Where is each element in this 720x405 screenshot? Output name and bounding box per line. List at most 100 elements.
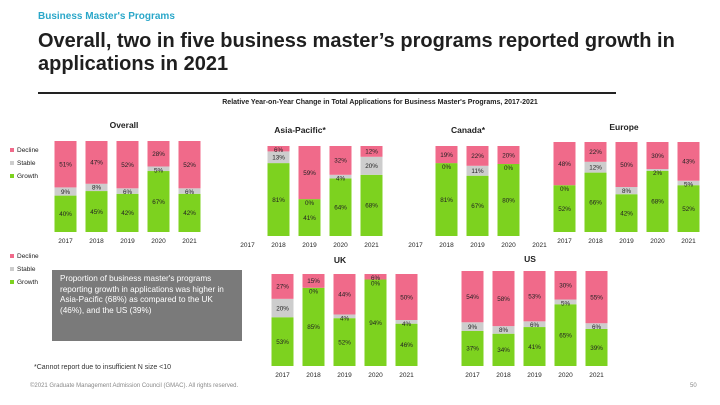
stable-data-label: 12% (589, 165, 602, 172)
growth-bar-segment (554, 304, 577, 366)
year-tick-label: 2021 (182, 238, 197, 245)
decline-data-label: 50% (400, 294, 413, 301)
year-tick-label: 2020 (151, 238, 166, 245)
growth-bar-segment (116, 193, 139, 232)
panel-title: US (524, 254, 536, 264)
growth-data-label: 52% (682, 206, 695, 213)
legend-swatch (10, 148, 14, 152)
decline-bar-segment (497, 146, 520, 164)
stable-data-label: 11% (471, 168, 484, 175)
stable-data-label: 0% (504, 165, 514, 172)
year-tick-label: 2019 (619, 238, 634, 245)
year-tick-label: 2020 (333, 242, 348, 249)
stable-data-label: 9% (468, 324, 478, 331)
decline-bar-segment (271, 274, 294, 299)
growth-data-label: 53% (276, 339, 289, 346)
year-tick-label: 2019 (527, 372, 542, 379)
growth-bar-segment (333, 318, 356, 366)
legend-label: Stable (17, 266, 36, 273)
stable-data-label: 4% (340, 315, 350, 322)
stable-data-label: 8% (92, 185, 102, 192)
growth-data-label: 68% (651, 199, 664, 206)
decline-data-label: 44% (338, 292, 351, 299)
year-tick-label: 2018 (496, 372, 511, 379)
decline-bar-segment (54, 141, 77, 188)
decline-bar-segment (85, 141, 108, 184)
growth-bar-segment (147, 171, 170, 232)
stable-data-label: 2% (653, 170, 663, 177)
year-tick-label: 2020 (650, 238, 665, 245)
decline-data-label: 30% (651, 153, 664, 160)
year-tick-label: 2017 (465, 372, 480, 379)
growth-data-label: 81% (272, 197, 285, 204)
stable-data-label: 6% (123, 189, 133, 196)
decline-data-label: 52% (121, 162, 134, 169)
stable-bar-segment (523, 321, 546, 328)
growth-bar-segment (584, 172, 607, 232)
decline-data-label: 30% (559, 283, 572, 290)
growth-bar-segment (492, 333, 515, 366)
decline-data-label: 59% (303, 170, 316, 177)
growth-data-label: 94% (369, 320, 382, 327)
decline-bar-segment (492, 271, 515, 327)
decline-data-label: 28% (152, 151, 165, 158)
decline-bar-segment (466, 146, 489, 166)
growth-data-label: 80% (502, 197, 515, 204)
stable-bar-segment (178, 188, 201, 194)
stable-bar-segment (85, 183, 108, 192)
stable-data-label: 8% (622, 188, 632, 195)
stable-bar-segment (360, 156, 383, 175)
year-tick-label: 2020 (501, 242, 516, 249)
decline-bar-segment (646, 142, 669, 169)
title-divider (38, 92, 616, 94)
growth-bar-segment (435, 163, 458, 236)
decline-bar-segment (116, 141, 139, 189)
decline-data-label: 54% (466, 294, 479, 301)
stable-data-label: 5% (684, 182, 694, 189)
stable-bar-segment (585, 323, 608, 329)
stable-data-label: 5% (561, 300, 571, 307)
stable-data-label: 6% (592, 324, 602, 331)
year-tick-label: 2018 (439, 242, 454, 249)
growth-bar-segment (364, 279, 387, 366)
decline-bar-segment (360, 146, 383, 157)
decline-data-label: 12% (365, 149, 378, 156)
decline-bar-segment (615, 142, 638, 187)
decline-data-label: 6% (274, 147, 284, 154)
decline-bar-segment (395, 274, 418, 320)
legend-label: Stable (17, 160, 36, 167)
legend-label: Decline (17, 147, 39, 154)
year-tick-label: 2020 (558, 372, 573, 379)
growth-data-label: 52% (558, 206, 571, 213)
stable-bar-segment (116, 188, 139, 194)
year-tick-label: 2019 (302, 242, 317, 249)
decline-data-label: 19% (440, 152, 453, 159)
decline-data-label: 22% (471, 153, 484, 160)
callout-box: Proportion of business master's programs… (52, 270, 242, 341)
slide-title: Overall, two in five business master’s p… (38, 30, 675, 75)
stable-data-label: 4% (336, 176, 346, 183)
growth-bar-segment (395, 323, 418, 366)
decline-data-label: 20% (502, 152, 515, 159)
decline-bar-segment (553, 142, 576, 186)
year-tick-label: 2021 (681, 238, 696, 245)
decline-data-label: 53% (528, 293, 541, 300)
growth-bar-segment (615, 194, 638, 232)
chart-title: Relative Year-on-Year Change in Total Ap… (222, 99, 538, 106)
year-tick-label: 2021 (364, 242, 379, 249)
growth-data-label: 42% (620, 210, 633, 217)
decline-data-label: 52% (183, 162, 196, 169)
decline-bar-segment (677, 142, 700, 181)
growth-data-label: 68% (365, 203, 378, 210)
growth-bar-segment (646, 170, 669, 232)
growth-data-label: 41% (528, 344, 541, 351)
decline-bar-segment (584, 142, 607, 162)
stable-bar-segment (677, 180, 700, 186)
growth-data-label: 37% (466, 346, 479, 353)
decline-bar-segment (364, 274, 387, 280)
growth-data-label: 34% (497, 347, 510, 354)
decline-data-label: 32% (334, 158, 347, 165)
stable-bar-segment (466, 165, 489, 176)
legend-swatch (10, 174, 14, 178)
decline-bar-segment (554, 271, 577, 300)
